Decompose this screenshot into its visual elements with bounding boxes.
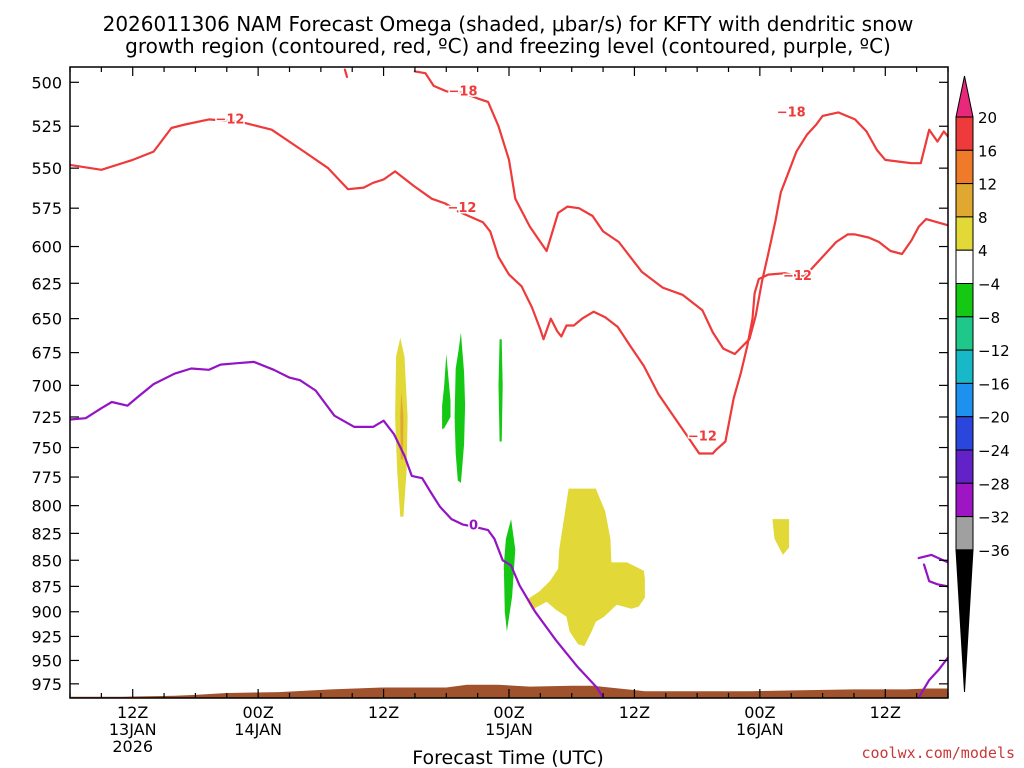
y-tick-label-850: 850 bbox=[31, 551, 62, 570]
shaded-negative-omega-2 bbox=[454, 332, 466, 483]
x-tick-label-6-2: 13JAN bbox=[109, 720, 157, 739]
colorbar-label-7: −12 bbox=[978, 342, 1010, 360]
omega-shading-layer bbox=[395, 332, 790, 647]
shaded-negative-omega-3 bbox=[498, 339, 503, 442]
colorbar-bin-6 bbox=[955, 316, 974, 351]
x-tick-label-42-1: 00Z bbox=[493, 703, 524, 722]
x-tick-label-78-1: 12Z bbox=[870, 703, 901, 722]
y-tick-label-650: 650 bbox=[31, 310, 62, 329]
contour-0c-freezing-level bbox=[70, 360, 605, 698]
contour-18c-isotherm-middle bbox=[413, 70, 948, 356]
colorbar-label-4: 4 bbox=[978, 242, 988, 260]
colorbar-top-arrow bbox=[955, 75, 974, 118]
colorbar-label-2: 12 bbox=[978, 176, 997, 194]
colorbar-label-0: 20 bbox=[978, 109, 997, 127]
colorbar-bin-7 bbox=[955, 349, 974, 384]
y-tick-label-900: 900 bbox=[31, 603, 62, 622]
y-tick-label-500: 500 bbox=[31, 73, 62, 92]
colorbar-bottom-arrow bbox=[955, 549, 974, 693]
shaded-negative-omega-4 bbox=[503, 519, 516, 632]
colorbar-label-10: −24 bbox=[978, 442, 1010, 460]
contour-12c-isotherm-lower bbox=[456, 210, 948, 455]
colorbar-label-3: 8 bbox=[978, 209, 988, 227]
y-tick-label-625: 625 bbox=[31, 274, 62, 293]
contour-label-5: −12 bbox=[688, 430, 717, 445]
shaded-positive-omega-2 bbox=[526, 488, 645, 647]
contour-label-6: 0 bbox=[469, 519, 478, 534]
contour-label-layer: −18 −12 −18 −12 −12 −12 0 bbox=[214, 83, 814, 535]
contour-label-0: −18 bbox=[449, 84, 478, 99]
contour-label-3: −12 bbox=[447, 201, 476, 216]
y-tick-label-875: 875 bbox=[31, 577, 62, 596]
colorbar-bin-4 bbox=[955, 249, 974, 284]
y-tick-label-950: 950 bbox=[31, 651, 62, 670]
x-axis-title: Forecast Time (UTC) bbox=[412, 747, 603, 768]
colorbar-bin-5 bbox=[955, 283, 974, 318]
x-tick-label-18-1: 00Z bbox=[242, 703, 273, 722]
y-tick-label-600: 600 bbox=[31, 238, 62, 257]
x-tick-label-54-1: 12Z bbox=[619, 703, 650, 722]
colorbar-label-13: −36 bbox=[978, 542, 1010, 560]
contour-18c-isotherm-top-left-fragment bbox=[343, 68, 349, 79]
colorbar-bin-11 bbox=[955, 482, 974, 518]
x-tick-label-30-1: 12Z bbox=[368, 703, 399, 722]
y-tick-label-800: 800 bbox=[31, 497, 62, 516]
contour-12c-isotherm-upper bbox=[70, 118, 455, 210]
colorbar-bin-12 bbox=[955, 516, 974, 551]
colorbar-label-6: −8 bbox=[978, 309, 1000, 327]
colorbar-bin-0 bbox=[955, 116, 974, 151]
colorbar-bin-1 bbox=[955, 149, 974, 185]
shaded-positive-omega-3 bbox=[772, 519, 790, 555]
contour-0c-freezing-level-right bbox=[917, 656, 948, 698]
x-tick-label-66-1: 00Z bbox=[744, 703, 775, 722]
y-tick-label-725: 725 bbox=[31, 408, 62, 427]
y-tick-label-825: 825 bbox=[31, 524, 62, 543]
colorbar-label-11: −28 bbox=[978, 475, 1010, 493]
contour-label-1: −12 bbox=[215, 112, 244, 127]
contour-label-4: −12 bbox=[783, 269, 812, 284]
colorbar-bin-2 bbox=[955, 183, 974, 218]
colorbar-bin-9 bbox=[955, 416, 974, 451]
y-tick-label-775: 775 bbox=[31, 468, 62, 487]
plot-area: −18 −12 −18 −12 −12 −12 0 bbox=[69, 66, 949, 699]
omega-colorbar: 20 16 12 8 4 −4 −8 −12 −16 −20 −24 −28 −32 −36 bbox=[955, 75, 1010, 693]
x-tick-label-6-3: 2026 bbox=[112, 737, 153, 756]
y-tick-label-750: 750 bbox=[31, 439, 62, 458]
colorbar-label-1: 16 bbox=[978, 142, 997, 160]
x-tick-label-6-1: 12Z bbox=[117, 703, 148, 722]
colorbar-label-8: −16 bbox=[978, 375, 1010, 393]
contour-0c-freezing-level-right-lower bbox=[922, 563, 948, 588]
x-tick-label-42-2: 15JAN bbox=[485, 720, 533, 739]
colorbar-bin-10 bbox=[955, 449, 974, 484]
y-tick-label-550: 550 bbox=[31, 159, 62, 178]
y-tick-label-975: 975 bbox=[31, 675, 62, 694]
y-tick-label-525: 525 bbox=[31, 117, 62, 136]
colorbar-label-9: −20 bbox=[978, 409, 1010, 427]
x-tick-label-18-2: 14JAN bbox=[234, 720, 282, 739]
colorbar-bin-8 bbox=[955, 382, 974, 418]
y-tick-label-700: 700 bbox=[31, 376, 62, 395]
y-tick-label-575: 575 bbox=[31, 199, 62, 218]
colorbar-bin-3 bbox=[955, 216, 974, 251]
colorbar-label-5: −4 bbox=[978, 276, 1000, 294]
y-tick-label-925: 925 bbox=[31, 627, 62, 646]
source-credit: coolwx.com/models bbox=[861, 744, 1015, 762]
chart-title-line1: 2026011306 NAM Forecast Omega (shaded, μ… bbox=[103, 12, 914, 36]
y-axis-pressure: 500 525 550 575 600 625 650 675 700 725 750 775 800 8… bbox=[31, 73, 948, 694]
shaded-positive-omega-core bbox=[400, 391, 404, 460]
chart-title-line2: growth region (contoured, red, ºC) and f… bbox=[125, 34, 891, 58]
shaded-negative-omega-1 bbox=[442, 354, 451, 430]
colorbar-label-12: −32 bbox=[978, 509, 1010, 527]
contour-label-2: −18 bbox=[777, 105, 806, 120]
y-tick-label-675: 675 bbox=[31, 344, 62, 363]
x-tick-label-66-2: 16JAN bbox=[736, 720, 784, 739]
